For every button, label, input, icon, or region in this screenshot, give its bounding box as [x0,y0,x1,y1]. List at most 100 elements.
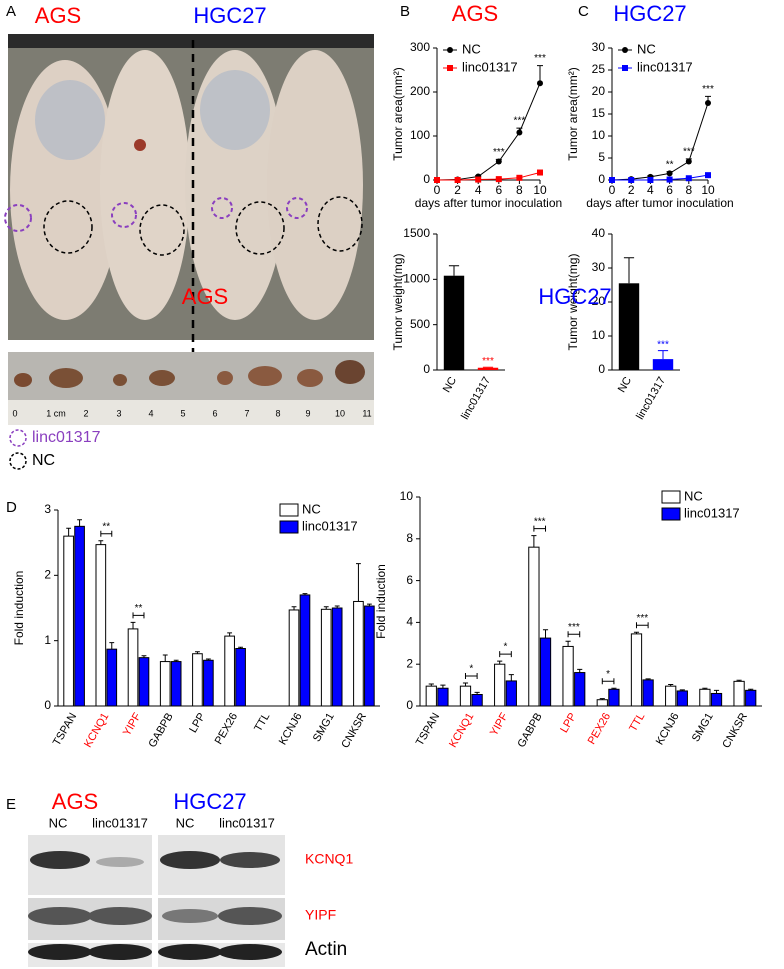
series-line [436,83,541,181]
x-tick-label: SMG1 [311,711,337,744]
x-tick-label: NC [616,375,634,395]
significance: *** [482,356,494,367]
data-point [685,158,692,165]
chart-title: AGS [182,284,228,309]
y-tick-label: 0 [406,698,413,712]
ruler-label: 10 [335,408,345,418]
significance-bracket [567,631,581,638]
y-tick-label: 10 [592,328,606,342]
bar [596,699,608,707]
bar [364,605,375,707]
y-tick-label: 30 [592,40,606,54]
ruler-label: 2 [83,408,88,418]
legend-swatch [622,65,628,71]
x-tick-label: 4 [475,183,482,197]
x-tick-label: TTL [252,711,272,734]
data-point [685,175,692,182]
bar [642,679,654,707]
legend-swatch [9,452,27,470]
x-tick-label: 10 [533,183,547,197]
data-point [516,129,523,136]
bar [630,633,643,707]
panel-a-title: HGC27 [193,3,266,28]
bar [192,653,203,707]
x-tick-label: PEX26 [586,711,614,747]
x-tick-label: NC [441,375,459,395]
significance-bracket [601,678,615,685]
legend-label: linc01317 [462,59,518,74]
x-tick-label: 6 [666,183,673,197]
error-bar [66,527,72,537]
ruler: 0 1 cm 2 3 4 5 6 7 8 9 10 11 [12,408,371,418]
y-tick-label: 20 [592,294,606,308]
lane-label: linc01317 [92,815,148,830]
bar [618,283,640,370]
y-axis-label: Fold induction [374,564,388,639]
error-bar [657,350,669,360]
y-tick-label: 1 [44,633,51,647]
significance-bracket [132,612,145,619]
significance: *** [514,116,526,127]
x-tick-label: KCNJ6 [277,711,305,747]
legend-swatch [622,47,628,53]
data-point [666,176,673,183]
significance: *** [636,613,648,624]
y-tick-label: 20 [592,84,606,98]
error-bar [542,629,549,639]
significance: *** [534,516,546,527]
legend-label: NC [302,501,321,516]
bar [331,607,343,707]
bar [745,689,757,707]
bar [459,685,472,707]
x-tick-label: 0 [434,183,441,197]
lane-label: NC [49,815,68,830]
x-tick-label: TSPAN [51,711,79,748]
bar [665,685,677,707]
error-bar [109,642,115,650]
y-axis-label: Fold induction [12,571,26,646]
legend-label: NC [637,41,656,56]
bar [224,635,235,707]
chart-title: HGC27 [613,1,686,26]
y-tick-label: 0 [44,698,51,712]
bar [494,663,506,707]
cell-line: HGC27 [173,789,246,814]
legend-label: linc01317 [302,518,358,533]
y-tick-label: 10 [592,128,606,142]
lane-label: NC [176,815,195,830]
lane-label: linc01317 [219,815,275,830]
y-tick-label: 2 [406,656,413,670]
significance-bracket [635,622,649,629]
protein-label: Actin [305,939,347,960]
bar [74,525,85,707]
data-point [705,172,711,179]
y-tick-label: 300 [410,40,430,54]
ruler-label: 3 [116,408,121,418]
significance: ** [135,603,143,614]
significance-bracket [533,525,547,532]
x-tick-label: CNKSR [720,711,750,750]
bar [353,600,364,707]
bar [539,637,552,707]
data-point [495,176,502,183]
error-bar [448,265,460,276]
cell-line: AGS [52,789,98,814]
error-bar [227,632,233,637]
y-tick-label: 30 [592,260,606,274]
bar [574,672,586,707]
bar [471,694,483,707]
y-tick-label: 3 [44,502,51,516]
error-bar [565,640,571,647]
data-point [454,177,461,183]
x-tick-label: KCNQ1 [82,711,111,750]
x-tick-label: PEX26 [213,711,241,747]
bar [710,692,723,707]
significance: ** [666,159,674,170]
bar [235,648,246,707]
bar [288,609,300,707]
bar [138,657,150,707]
error-bar [77,519,82,527]
series-line [437,172,541,181]
data-point [516,174,523,181]
bar [676,690,688,707]
